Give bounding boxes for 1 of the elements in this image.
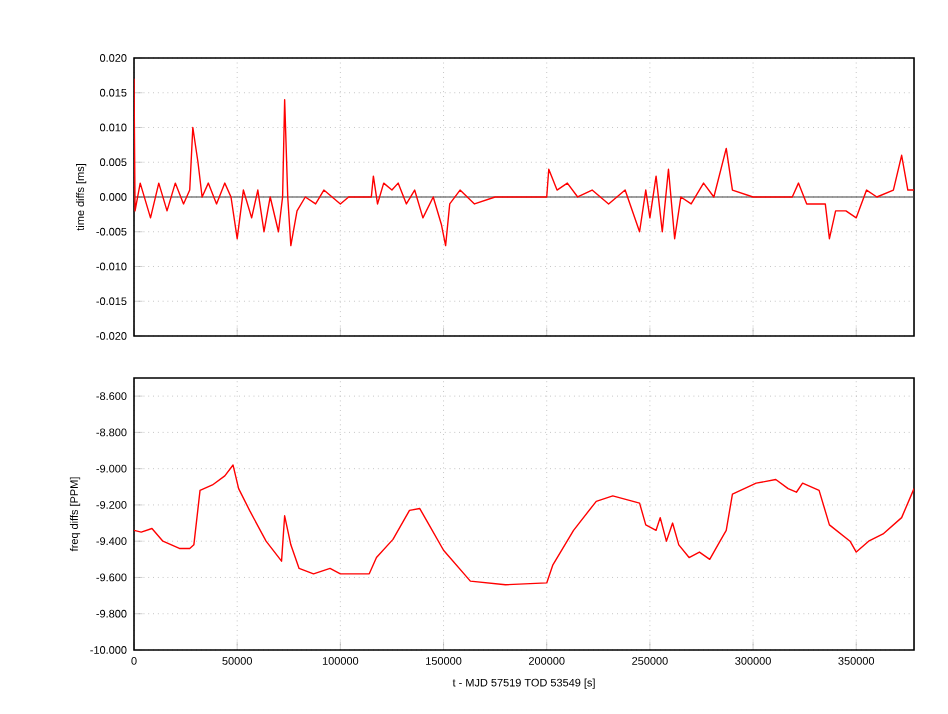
line-series — [134, 464, 915, 586]
